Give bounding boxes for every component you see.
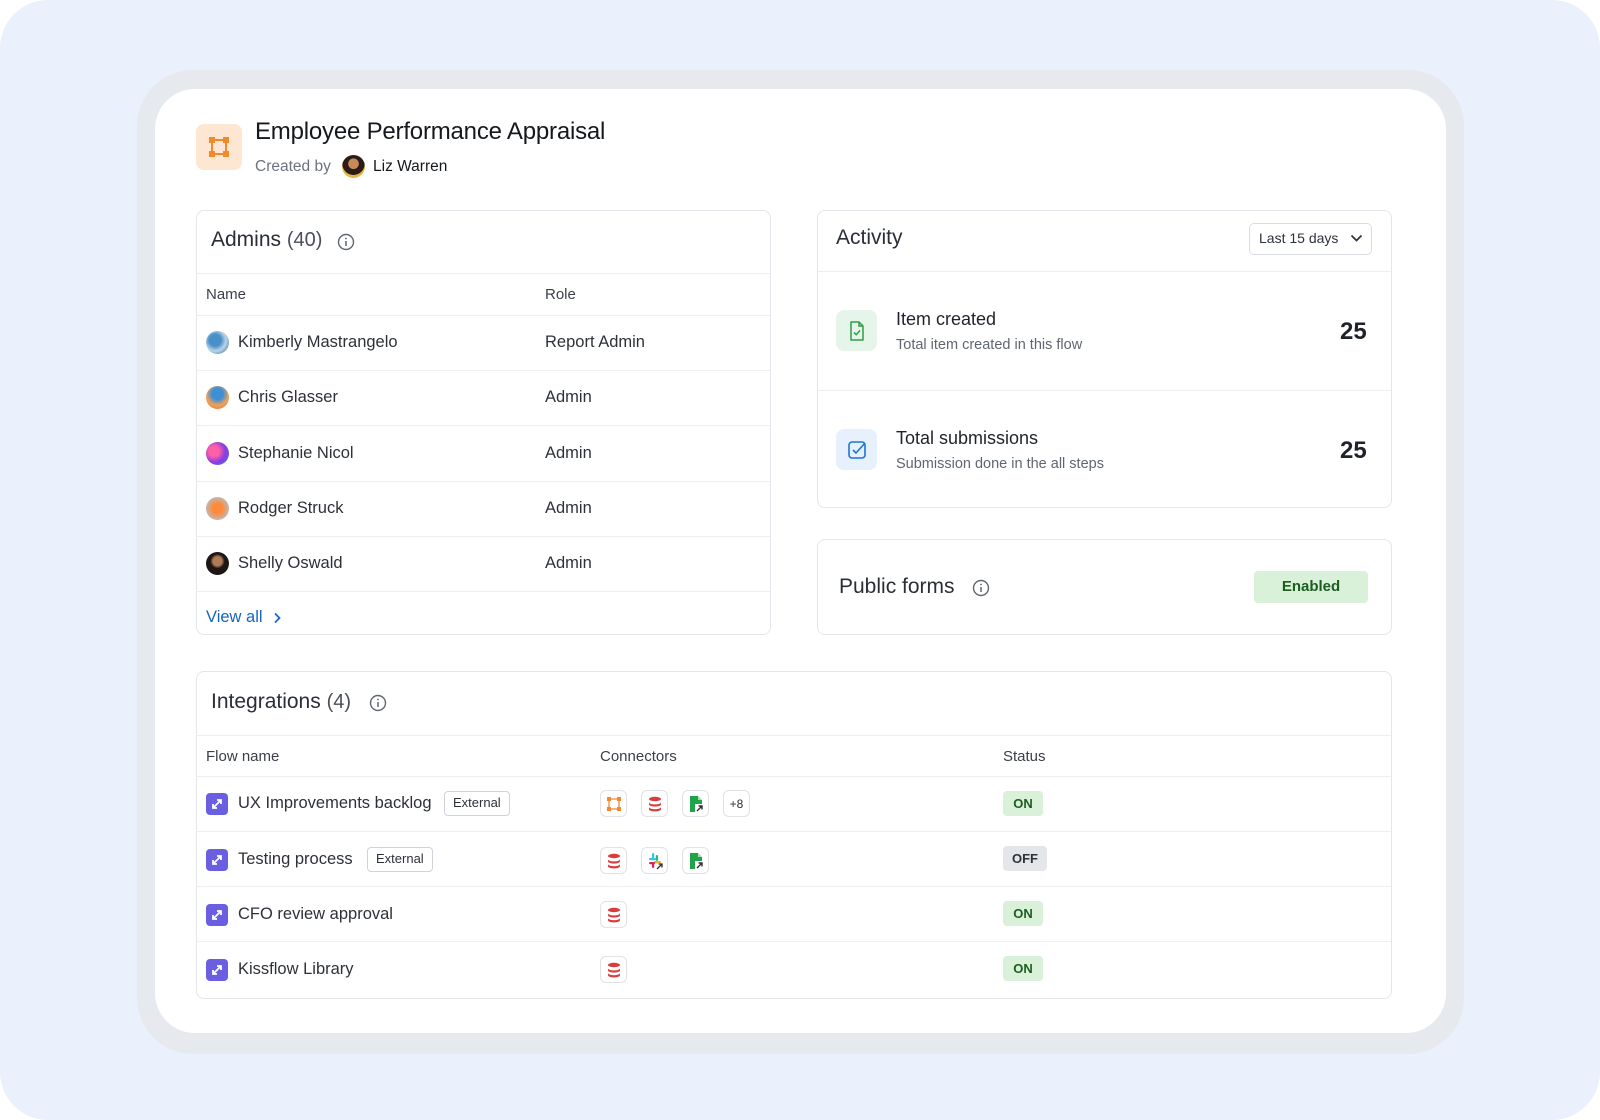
admin-name: Chris Glasser [238, 388, 338, 406]
divider [197, 481, 770, 482]
sheet-icon[interactable] [682, 790, 709, 817]
item-created-value: 25 [1340, 318, 1367, 345]
info-icon[interactable] [369, 694, 387, 712]
divider [818, 390, 1391, 391]
item-created-title: Item created [896, 309, 997, 329]
external-tag: External [444, 791, 510, 816]
total-submissions-subtitle: Submission done in the all steps [896, 456, 1104, 472]
admin-name: Rodger Struck [238, 499, 344, 517]
status-badge[interactable]: OFF [1003, 846, 1047, 871]
col-header-name: Name [206, 286, 247, 303]
status-badge[interactable]: ON [1003, 791, 1043, 816]
creator-name[interactable]: Liz Warren [373, 158, 448, 175]
col-header-connectors: Connectors [600, 748, 677, 765]
avatar [206, 497, 229, 520]
divider [197, 941, 1391, 942]
flow-name[interactable]: CFO review approval [238, 905, 393, 923]
date-range-value: Last 15 days [1259, 230, 1339, 246]
divider [197, 735, 1391, 736]
info-icon[interactable] [337, 233, 355, 251]
page-title: Employee Performance Appraisal [255, 118, 606, 145]
integrations-title-text: Integrations [211, 690, 321, 713]
database-icon[interactable] [600, 901, 627, 928]
flow-icon [206, 904, 228, 926]
divider [197, 273, 770, 274]
col-header-flow-name: Flow name [206, 748, 280, 765]
admin-name: Kimberly Mastrangelo [238, 333, 398, 351]
created-by-label: Created by [255, 158, 331, 175]
divider [197, 536, 770, 537]
divider [197, 591, 770, 592]
admins-card [196, 210, 771, 635]
chevron-right-icon [273, 612, 281, 623]
view-all-link[interactable]: View all [206, 608, 282, 627]
flow-name[interactable]: Testing process [238, 850, 353, 868]
database-icon[interactable] [641, 790, 668, 817]
integrations-card [196, 671, 1392, 999]
activity-card [817, 210, 1392, 508]
divider [197, 886, 1391, 887]
admin-role: Admin [545, 554, 592, 572]
creator-avatar [342, 155, 365, 178]
divider [197, 315, 770, 316]
flow-icon [206, 849, 228, 871]
database-icon[interactable] [600, 847, 627, 874]
status-badge[interactable]: ON [1003, 956, 1043, 981]
divider [818, 271, 1391, 272]
divider [197, 370, 770, 371]
admin-name: Stephanie Nicol [238, 444, 354, 462]
flow-name[interactable]: UX Improvements backlog [238, 794, 432, 812]
col-header-status: Status [1003, 748, 1046, 765]
date-range-dropdown[interactable]: Last 15 days [1249, 223, 1372, 255]
admins-count: (40) [286, 229, 323, 251]
more-connectors-count: +8 [729, 796, 744, 811]
divider [197, 425, 770, 426]
admins-title: Admins (40) [211, 228, 322, 252]
admin-name: Shelly Oswald [238, 554, 343, 572]
slack-icon[interactable] [641, 847, 668, 874]
flow-connector-icon[interactable] [600, 790, 627, 817]
item-created-subtitle: Total item created in this flow [896, 337, 1083, 353]
flow-name[interactable]: Kissflow Library [238, 960, 354, 978]
avatar [206, 552, 229, 575]
admin-role: Admin [545, 499, 592, 517]
admin-role: Admin [545, 444, 592, 462]
flow-logo-icon [196, 124, 242, 170]
divider [197, 776, 1391, 777]
divider [197, 831, 1391, 832]
flow-icon [206, 959, 228, 981]
avatar [206, 386, 229, 409]
chevron-down-icon [1350, 234, 1363, 242]
view-all-label: View all [206, 608, 263, 626]
avatar [206, 331, 229, 354]
public-forms-status-badge[interactable]: Enabled [1254, 571, 1368, 603]
checkbox-icon [836, 429, 877, 470]
col-header-role: Role [545, 286, 576, 303]
total-submissions-value: 25 [1340, 437, 1367, 464]
flow-icon [206, 793, 228, 815]
integrations-title: Integrations (4) [211, 690, 351, 714]
more-connectors-badge[interactable]: +8 [723, 790, 750, 817]
admins-title-text: Admins [211, 228, 282, 251]
avatar [206, 442, 229, 465]
public-forms-title: Public forms [839, 575, 955, 598]
sheet-icon[interactable] [682, 847, 709, 874]
activity-title: Activity [836, 226, 903, 249]
database-icon[interactable] [600, 956, 627, 983]
admin-role: Report Admin [545, 333, 645, 351]
external-tag: External [367, 847, 433, 872]
file-check-icon [836, 310, 877, 351]
admin-role: Admin [545, 388, 592, 406]
integrations-count: (4) [326, 691, 352, 713]
status-badge[interactable]: ON [1003, 901, 1043, 926]
total-submissions-title: Total submissions [896, 428, 1039, 448]
info-icon[interactable] [972, 579, 990, 597]
